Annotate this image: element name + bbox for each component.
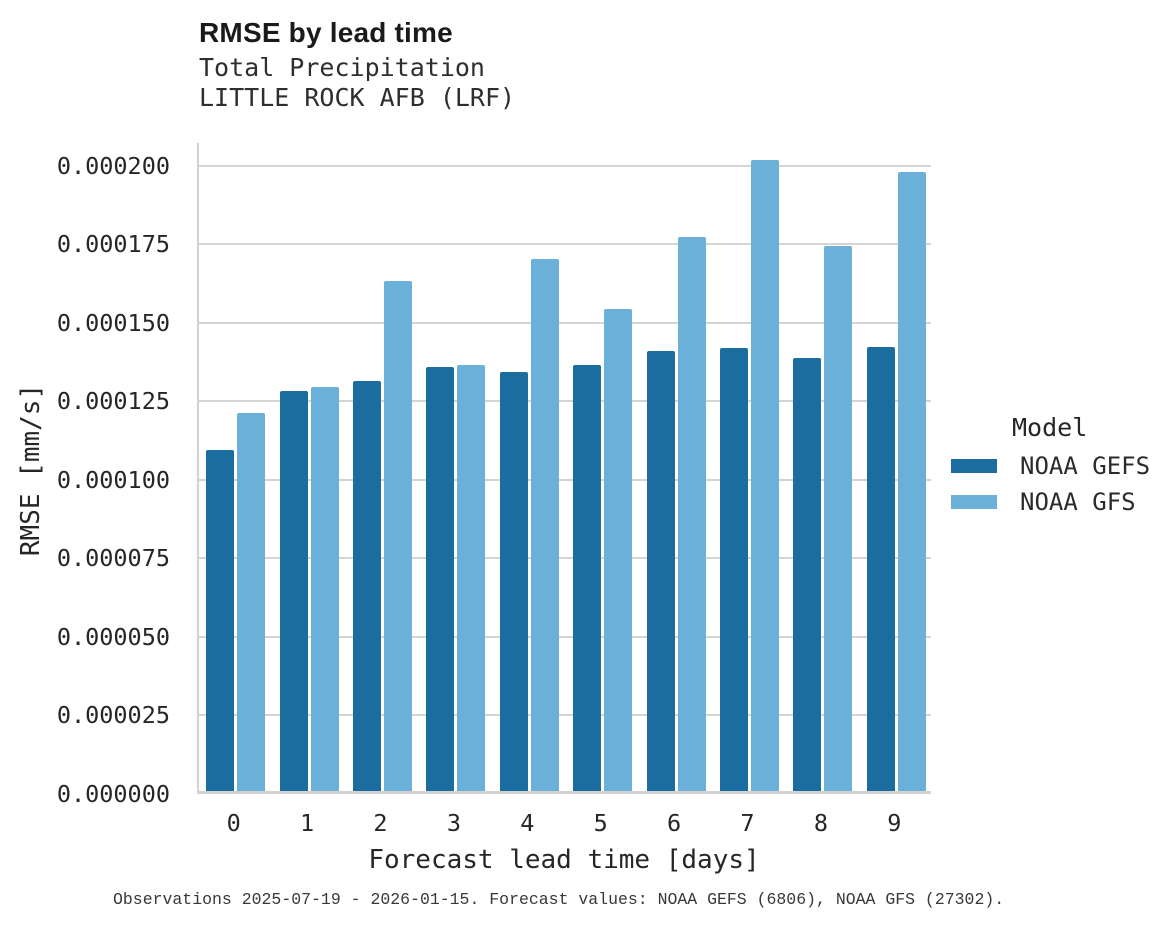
x-tick-label: 8 <box>813 809 828 837</box>
y-tick-label: 0.000200 <box>56 151 170 180</box>
x-tick-label: 9 <box>887 809 902 837</box>
x-tick-label: 0 <box>226 809 241 837</box>
bar-noaa-gfs-lead-9 <box>897 172 926 791</box>
x-tick-label: 2 <box>373 809 388 837</box>
plot-area <box>197 143 931 794</box>
x-axis-title: Forecast lead time [days] <box>368 845 760 875</box>
bar-noaa-gfs-lead-1 <box>310 387 339 791</box>
gridline <box>199 164 931 167</box>
bar-noaa-gfs-lead-2 <box>384 280 412 791</box>
bar-noaa-gefs-lead-0 <box>206 450 235 791</box>
y-tick-label: 0.000150 <box>56 308 170 337</box>
bar-noaa-gfs-lead-5 <box>604 308 633 791</box>
y-tick-label: 0.000075 <box>56 544 170 573</box>
legend: Model NOAA GEFS NOAA GFS <box>951 413 1172 516</box>
y-tick-label: 0.000025 <box>56 701 170 730</box>
bar-noaa-gfs-lead-6 <box>677 236 706 791</box>
bar-noaa-gefs-lead-5 <box>573 365 602 791</box>
bar-noaa-gefs-lead-4 <box>499 371 528 791</box>
gridline <box>199 243 931 246</box>
legend-entry: NOAA GEFS <box>951 451 1172 480</box>
y-tick-label: 0.000125 <box>56 387 170 416</box>
bar-noaa-gefs-lead-9 <box>866 346 895 791</box>
x-tick-label: 1 <box>300 809 315 837</box>
chart-header: RMSE by lead time Total Precipitation LI… <box>199 16 515 112</box>
chart-subtitle-variable: Total Precipitation <box>199 53 485 82</box>
x-tick-label: 6 <box>667 809 682 837</box>
x-tick-label: 7 <box>740 809 755 837</box>
gridline <box>199 321 931 324</box>
bar-noaa-gfs-lead-8 <box>824 246 853 791</box>
legend-entry: NOAA GFS <box>951 487 1172 516</box>
bar-noaa-gefs-lead-8 <box>793 357 822 791</box>
y-tick-label: 0.000050 <box>56 622 170 651</box>
bar-noaa-gfs-lead-7 <box>751 159 779 791</box>
legend-swatch-icon <box>951 458 997 473</box>
chart-subtitle-station: LITTLE ROCK AFB (LRF) <box>199 82 516 112</box>
gridline <box>199 714 931 717</box>
gridline <box>199 478 931 481</box>
bar-noaa-gefs-lead-6 <box>646 351 675 791</box>
y-tick-label: 0.000175 <box>56 230 170 259</box>
gridline <box>199 400 931 403</box>
footer-caption: Observations 2025-07-19 - 2026-01-15. Fo… <box>113 890 1005 909</box>
legend-title: Model <box>1012 413 1088 442</box>
bar-noaa-gefs-lead-1 <box>279 390 308 791</box>
legend-label: NOAA GFS <box>1020 487 1136 516</box>
bar-noaa-gfs-lead-0 <box>237 412 266 791</box>
legend-swatch-icon <box>951 494 997 509</box>
x-tick-label: 5 <box>593 809 608 837</box>
chart-title: RMSE by lead time <box>199 17 453 48</box>
legend-entries: NOAA GEFS NOAA GFS <box>951 451 1172 516</box>
y-tick-label: 0.000100 <box>56 465 170 494</box>
gridline <box>199 635 931 638</box>
legend-label: NOAA GEFS <box>1020 451 1151 480</box>
bar-noaa-gfs-lead-4 <box>530 258 559 791</box>
bar-noaa-gfs-lead-3 <box>457 365 486 791</box>
bar-noaa-gefs-lead-2 <box>353 381 381 791</box>
gridline <box>199 557 931 560</box>
bar-noaa-gefs-lead-3 <box>426 367 455 791</box>
x-tick-label: 3 <box>446 809 461 837</box>
bar-noaa-gefs-lead-7 <box>720 348 748 791</box>
x-tick-label: 4 <box>520 809 535 837</box>
y-tick-label: 0.000000 <box>56 780 170 808</box>
